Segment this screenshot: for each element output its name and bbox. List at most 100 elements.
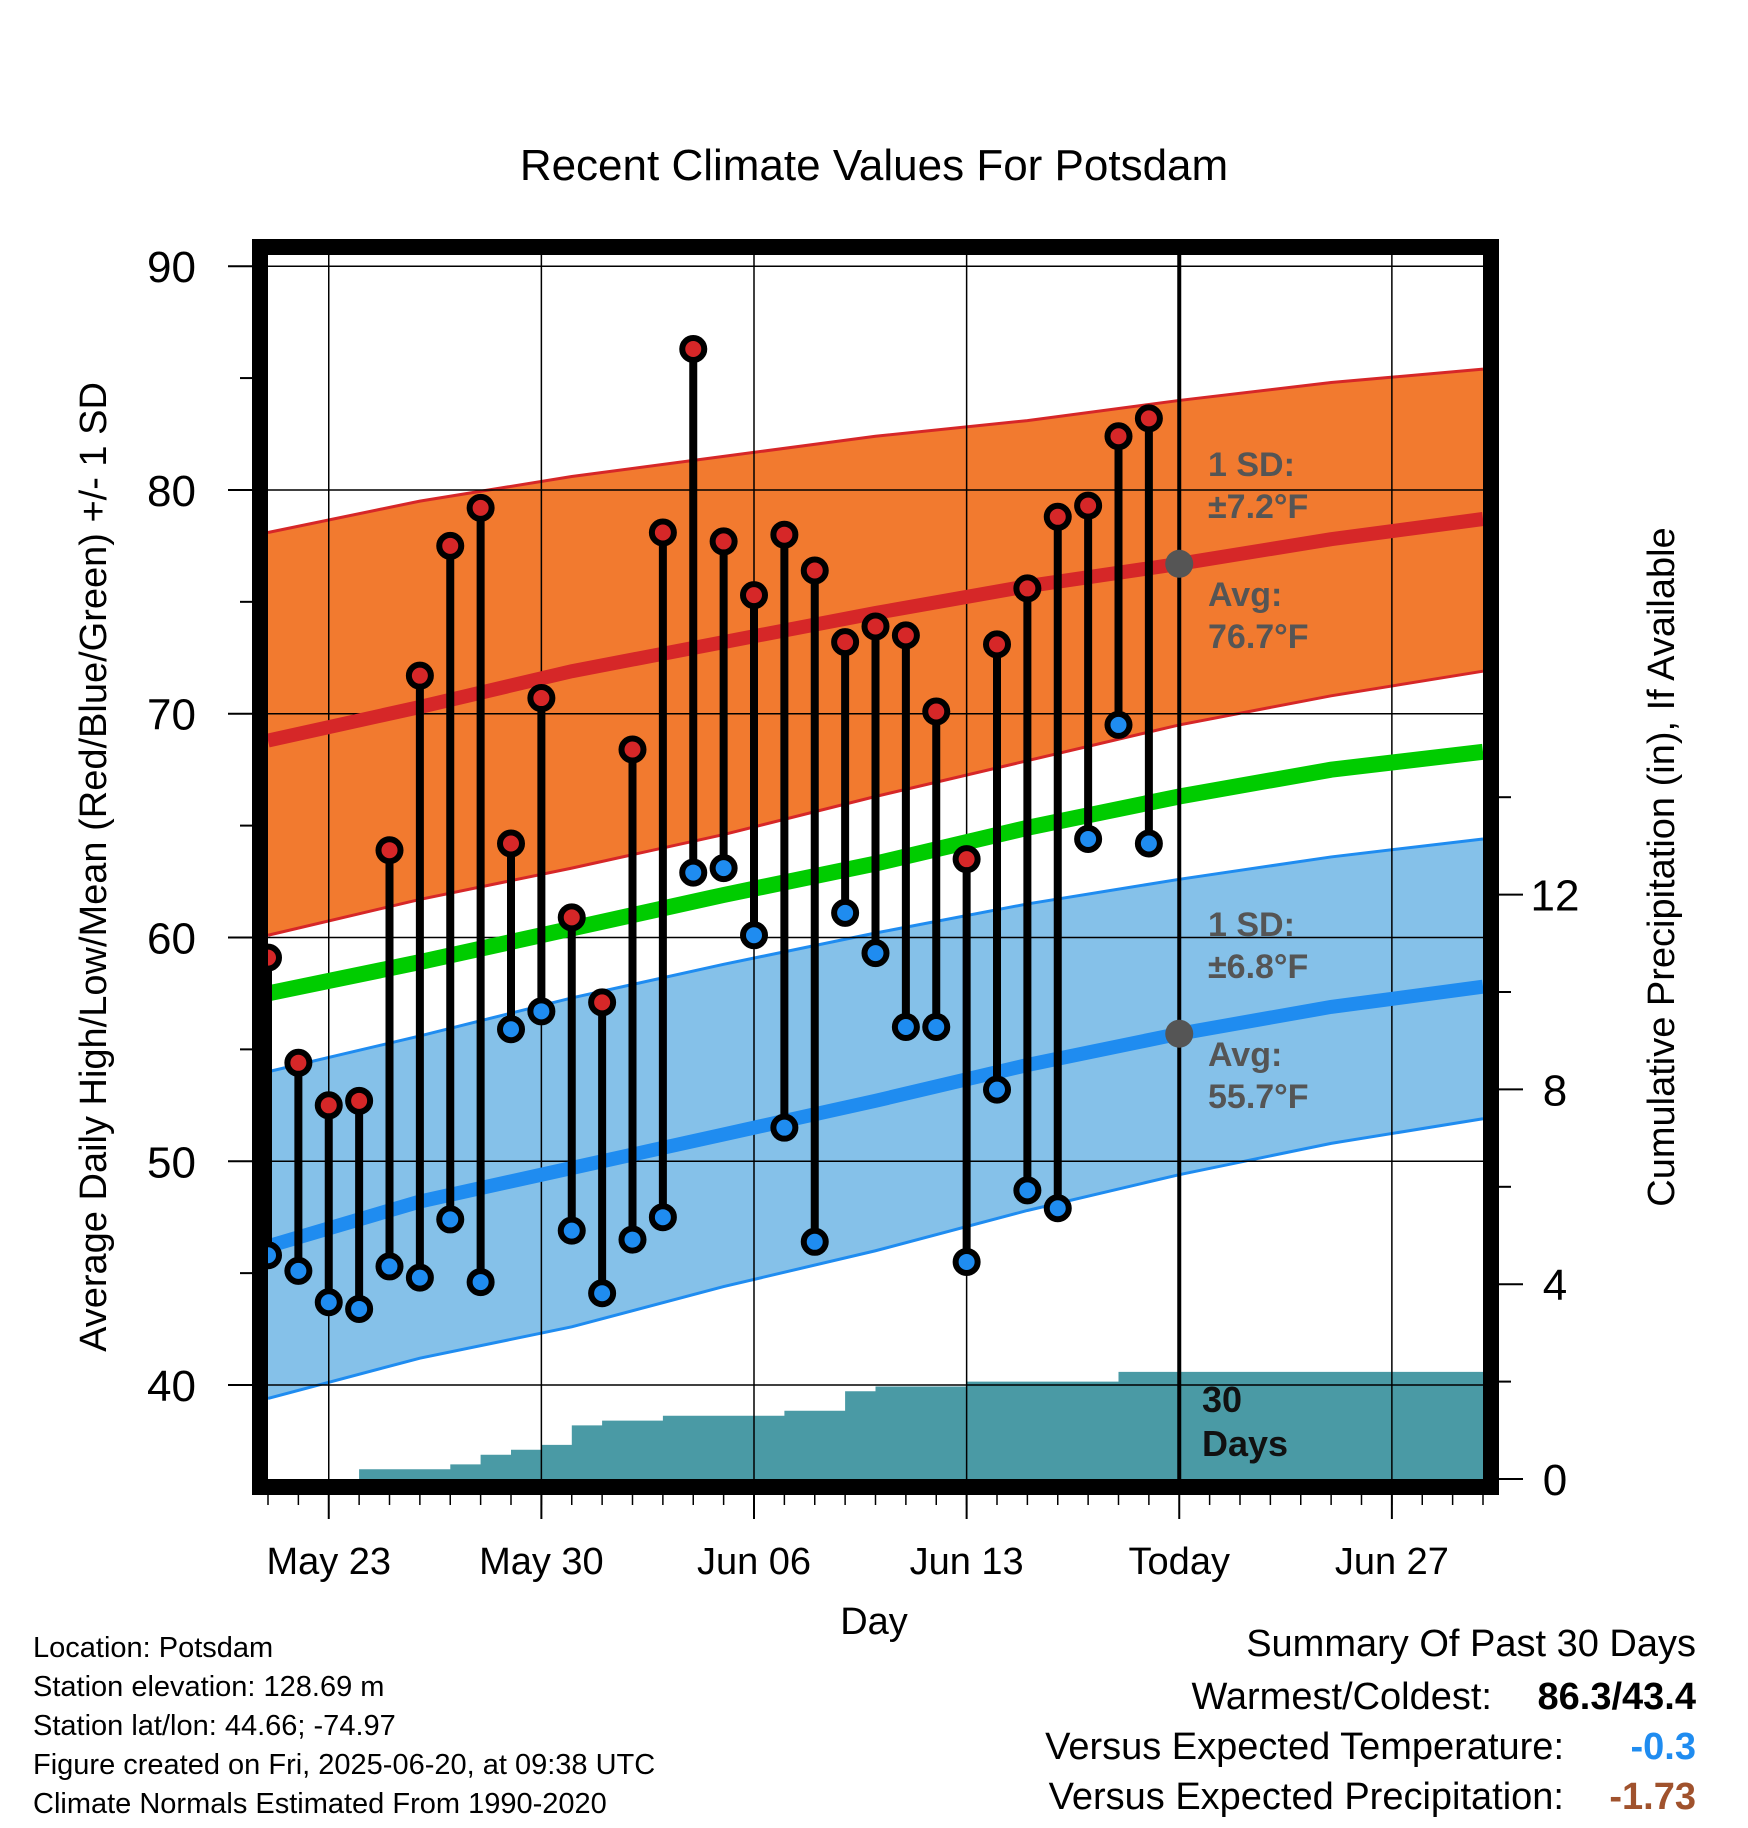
obs-high-point <box>1013 574 1042 603</box>
obs-low-point <box>891 1012 920 1041</box>
obs-high-point <box>345 1086 374 1115</box>
obs-low-point <box>861 939 890 968</box>
obs-high-point <box>1074 491 1103 520</box>
obs-low-point <box>983 1075 1011 1104</box>
obs-low-point <box>436 1205 465 1234</box>
chart-title: Recent Climate Values For Potsdam <box>520 141 1228 190</box>
y-tick-label: 60 <box>147 914 196 963</box>
obs-low-point <box>618 1225 647 1254</box>
avg-low-line <box>266 979 1484 1254</box>
x-tick-label: May 30 <box>479 1541 604 1583</box>
y2-axis-label: Cumulative Precipitation (in), If Availa… <box>1641 527 1683 1206</box>
obs-high-point <box>679 334 708 363</box>
obs-low-point <box>405 1263 434 1292</box>
high-avg-label: Avg: <box>1208 576 1282 614</box>
x-tick-label: Today <box>1129 1541 1230 1583</box>
obs-high-point <box>740 581 768 610</box>
obs-high-point <box>648 518 677 547</box>
obs-high-point <box>588 988 617 1017</box>
y2-tick-label: 0 <box>1543 1456 1567 1505</box>
obs-low-point <box>679 858 708 887</box>
obs-high-point <box>1134 404 1163 433</box>
high-annotation: 1 SD: ±7.2°F Avg: 76.7°F <box>1208 446 1309 656</box>
obs-high-point <box>618 735 647 764</box>
high-sd-value: ±7.2°F <box>1208 488 1308 526</box>
info-created: Figure created on Fri, 2025-06-20, at 09… <box>33 1749 655 1781</box>
obs-low-point <box>770 1113 799 1142</box>
obs-high-point <box>861 612 890 641</box>
y2-tick-label: 12 <box>1531 872 1580 921</box>
obs-high-point <box>375 836 404 865</box>
obs-low-point <box>1074 825 1103 854</box>
obs-high-point <box>284 1048 313 1077</box>
obs-high-point <box>436 531 465 560</box>
obs-low-point <box>922 1012 951 1041</box>
high-avg-marker <box>1165 549 1194 578</box>
x-tick-label: Jun 06 <box>697 1541 811 1583</box>
high-sd-label: 1 SD: <box>1208 446 1295 484</box>
obs-low-point <box>497 1015 525 1044</box>
obs-high-point <box>314 1091 343 1120</box>
low-sd-value: ±6.8°F <box>1208 948 1308 986</box>
low-avg-marker <box>1165 1019 1194 1048</box>
obs-low-point <box>831 898 860 927</box>
obs-high-point <box>405 661 434 690</box>
x-tick-label: Jun 27 <box>1335 1541 1449 1583</box>
y-tick-label: 80 <box>147 467 196 516</box>
obs-high-point <box>922 697 951 726</box>
obs-high-point <box>891 621 920 650</box>
obs-high-point <box>800 556 829 585</box>
obs-high-point <box>831 628 860 657</box>
low-sd-label: 1 SD: <box>1208 906 1295 944</box>
station-info: Location: Potsdam Station elevation: 128… <box>33 1632 655 1820</box>
summary-temp-label: Versus Expected Temperature: <box>1045 1726 1564 1768</box>
obs-low-point <box>800 1227 829 1256</box>
summary-title: Summary Of Past 30 Days <box>1246 1623 1696 1665</box>
y-tick-label: 90 <box>147 243 196 292</box>
obs-high-point <box>709 527 738 556</box>
low-avg-value: 55.7°F <box>1208 1078 1309 1116</box>
info-normals: Climate Normals Estimated From 1990-2020 <box>33 1788 607 1820</box>
observations <box>254 334 1163 1323</box>
obs-high-point <box>466 493 495 522</box>
obs-low-point <box>709 854 738 883</box>
obs-low-point <box>527 997 556 1026</box>
summary-temp-value: -0.3 <box>1631 1726 1696 1768</box>
obs-low-point <box>375 1252 404 1281</box>
y-tick-label: 50 <box>147 1138 196 1187</box>
obs-low-point <box>588 1279 617 1308</box>
obs-low-point <box>1043 1194 1072 1223</box>
y2-tick-label: 4 <box>1543 1261 1567 1310</box>
obs-high-point <box>983 630 1011 659</box>
info-elevation: Station elevation: 128.69 m <box>33 1671 384 1703</box>
high-avg-value: 76.7°F <box>1208 618 1309 656</box>
low-avg-label: Avg: <box>1208 1036 1282 1074</box>
obs-high-point <box>527 684 556 713</box>
obs-low-point <box>1104 710 1133 739</box>
x-axis-label: Day <box>840 1601 908 1643</box>
y2-tick-label: 8 <box>1543 1066 1567 1115</box>
y-axis-ticks: 40 50 60 70 80 90 <box>147 243 252 1411</box>
obs-low-point <box>284 1256 313 1285</box>
x-tick-label: May 23 <box>266 1541 391 1583</box>
obs-low-point <box>314 1288 343 1317</box>
summary: Summary Of Past 30 Days Warmest/Coldest:… <box>1045 1623 1696 1818</box>
obs-low-point <box>1013 1176 1042 1205</box>
summary-precip-label: Versus Expected Precipitation: <box>1049 1776 1564 1818</box>
summary-warmest-label: Warmest/Coldest: <box>1191 1676 1492 1718</box>
obs-high-point <box>952 845 981 874</box>
obs-low-point <box>740 921 768 950</box>
y-tick-label: 40 <box>147 1362 196 1411</box>
obs-low-point <box>557 1216 586 1245</box>
obs-low-point <box>648 1203 677 1232</box>
obs-low-point <box>466 1268 495 1297</box>
low-annotation: 1 SD: ±6.8°F Avg: 55.7°F <box>1208 906 1309 1116</box>
high-sd-band-upper-edge <box>267 367 1484 534</box>
obs-high-point <box>497 829 525 858</box>
y-axis-label: Average Daily High/Low/Mean (Red/Blue/Gr… <box>73 382 115 1352</box>
y-tick-label: 70 <box>147 691 196 740</box>
days-annotation: 30 Days <box>1202 1379 1288 1464</box>
obs-high-point <box>1104 422 1133 451</box>
obs-high-point <box>770 520 799 549</box>
